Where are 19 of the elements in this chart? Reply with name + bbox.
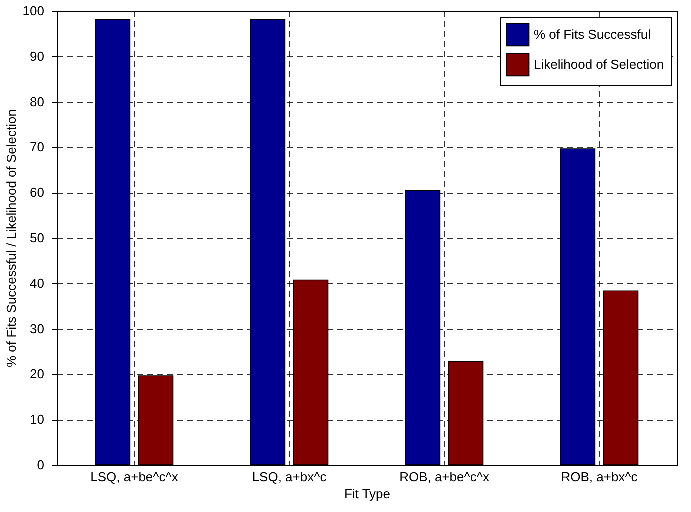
y-tick-label: 70: [30, 140, 44, 155]
y-tick-label: 30: [30, 321, 44, 336]
y-tick-label: 100: [22, 4, 44, 18]
x-tick-label: LSQ, a+bx^c: [252, 470, 328, 484]
y-axis-title: % of Fits Successful / Likelihood of Selection: [4, 110, 19, 368]
y-tick-label: 50: [30, 230, 44, 246]
y-tick-label: 60: [30, 185, 44, 200]
legend-label: % of Fits Successful: [534, 27, 652, 42]
x-tick-label: LSQ, a+be^c^x: [90, 470, 179, 484]
y-tick-label: 90: [30, 48, 44, 64]
y-tick-label: 40: [30, 276, 44, 291]
x-axis-title: Fit Type: [344, 486, 391, 502]
x-tick-label: ROB, a+be^c^x: [400, 470, 490, 484]
y-tick-label: 0: [37, 458, 44, 472]
legend-label: Likelihood of Selection: [534, 57, 664, 72]
y-tick-label: 20: [30, 366, 44, 382]
x-tick-label: ROB, a+bx^c: [561, 470, 638, 484]
y-tick-label: 10: [30, 412, 44, 428]
y-tick-label: 80: [30, 94, 44, 110]
